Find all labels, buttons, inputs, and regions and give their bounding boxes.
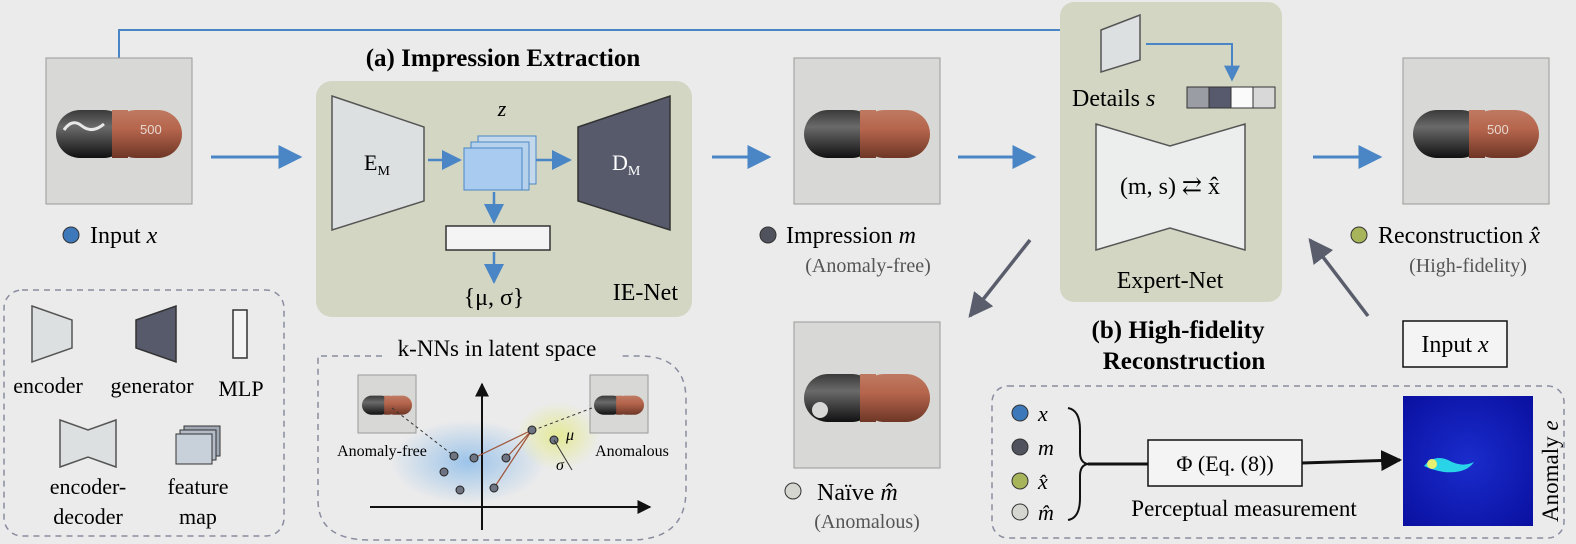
- pill-imprint: 500: [140, 122, 162, 137]
- legend-mlp-icon: [232, 309, 248, 359]
- legend-encoder-label: encoder: [13, 373, 83, 398]
- legend-encoder-decoder-line2: decoder: [53, 504, 123, 529]
- legend-encoder-icon: [31, 304, 73, 364]
- anomaly-free-thumbnail: [357, 374, 417, 434]
- phi-label: Φ (Eq. (8)): [1176, 451, 1273, 476]
- impression-dot-icon: [759, 226, 777, 244]
- input-image: 500: [45, 57, 193, 205]
- anomalous-cluster: [516, 402, 600, 470]
- naive-image: [793, 321, 941, 469]
- input-dot-icon: [62, 226, 80, 244]
- naive-note: (Anomalous): [814, 511, 920, 533]
- details-arrow: [1146, 43, 1240, 82]
- details-encoder: [1100, 13, 1141, 74]
- perceptual-brace: [1067, 407, 1089, 521]
- legend-encoder-decoder-icon: [59, 418, 117, 469]
- input-to-expert-arrow: [1308, 238, 1370, 318]
- legend-box: [3, 289, 285, 537]
- expertnet-label: Expert-Net: [1117, 268, 1224, 294]
- recon-note: (High-fidelity): [1409, 255, 1527, 277]
- sigma-line: [553, 439, 573, 471]
- latent-z-feature-map: [463, 135, 537, 191]
- encoder-decoder-block: [1095, 122, 1246, 252]
- naive-label: Naïve m̂: [817, 480, 898, 506]
- z-label: z: [497, 96, 507, 121]
- perceptual-inputs: [1011, 404, 1029, 521]
- legend-feature-map-line1: feature: [167, 474, 228, 499]
- perceptual-item-xhat: x̂: [1037, 469, 1048, 494]
- phi-block: [1147, 439, 1303, 487]
- legend-generator-icon: [135, 304, 177, 364]
- input-label: Input x: [90, 223, 158, 249]
- details-label: Details s: [1072, 86, 1155, 112]
- ienet-label: IE-Net: [613, 280, 679, 306]
- impression-image: [793, 57, 941, 205]
- anomaly-label: Anomaly e: [1538, 420, 1563, 522]
- generator-dm-label: DM: [612, 150, 641, 179]
- naive-dot-icon: [784, 482, 802, 500]
- perceptual-box: [991, 385, 1565, 539]
- skip-connection-arrow: [118, 22, 1096, 58]
- encoder-em: [331, 94, 425, 232]
- mlp-block: [445, 225, 551, 251]
- anomaly-free-label: Anomaly-free: [337, 443, 427, 460]
- input-x-box: [1402, 320, 1508, 368]
- perceptual-measurement-label: Perceptual measurement: [1131, 496, 1357, 521]
- impression-label: Impression m: [786, 223, 916, 249]
- recon-dot-icon: [1350, 226, 1368, 244]
- mu-label: μ: [565, 427, 574, 444]
- anomaly-free-cluster: [390, 420, 546, 504]
- anomalous-label: Anomalous: [595, 443, 669, 460]
- impression-to-naive-arrow: [968, 238, 1032, 318]
- knn-box: [317, 355, 687, 541]
- encoder-em-label: EM: [364, 150, 390, 179]
- legend-feature-map-icon: [175, 425, 221, 465]
- anomaly-map: [1403, 396, 1533, 526]
- legend-feature-map-line2: map: [179, 504, 217, 529]
- knn-title: k-NNs in latent space: [398, 336, 597, 361]
- panel-b-title-line2: Reconstruction: [1103, 348, 1266, 375]
- anomalous-pointer: [533, 407, 593, 431]
- details-vector: [1186, 86, 1276, 109]
- mu-sigma-label: {μ, σ}: [464, 285, 525, 311]
- legend-generator-label: generator: [110, 373, 194, 398]
- recon-pill-imprint: 500: [1487, 122, 1509, 137]
- generator-dm: [577, 94, 671, 232]
- phi-to-anomaly-arrow: [1301, 450, 1403, 472]
- panel-a-title: (a) Impression Extraction: [366, 45, 641, 72]
- legend-mlp-label: MLP: [218, 376, 263, 401]
- reconstruction-image: 500: [1402, 57, 1550, 205]
- perceptual-item-x: x: [1037, 401, 1048, 426]
- impression-note: (Anomaly-free): [805, 255, 931, 277]
- input-x-box-label: Input x: [1421, 332, 1489, 358]
- knn-edges: [473, 429, 533, 489]
- legend-encoder-decoder-line1: encoder-: [50, 474, 127, 499]
- anomaly-free-pointer: [391, 407, 455, 457]
- anomalous-thumbnail: [589, 374, 649, 434]
- panel-b-title-line1: (b) High-fidelity: [1092, 317, 1265, 344]
- expert-formula: (m, s) ⇄ x̂: [1120, 174, 1220, 200]
- perceptual-item-m: m: [1038, 435, 1054, 460]
- perceptual-item-mhat: m̂: [1038, 500, 1054, 525]
- sigma-label: σ: [556, 457, 565, 474]
- recon-label: Reconstruction x̂: [1378, 223, 1540, 249]
